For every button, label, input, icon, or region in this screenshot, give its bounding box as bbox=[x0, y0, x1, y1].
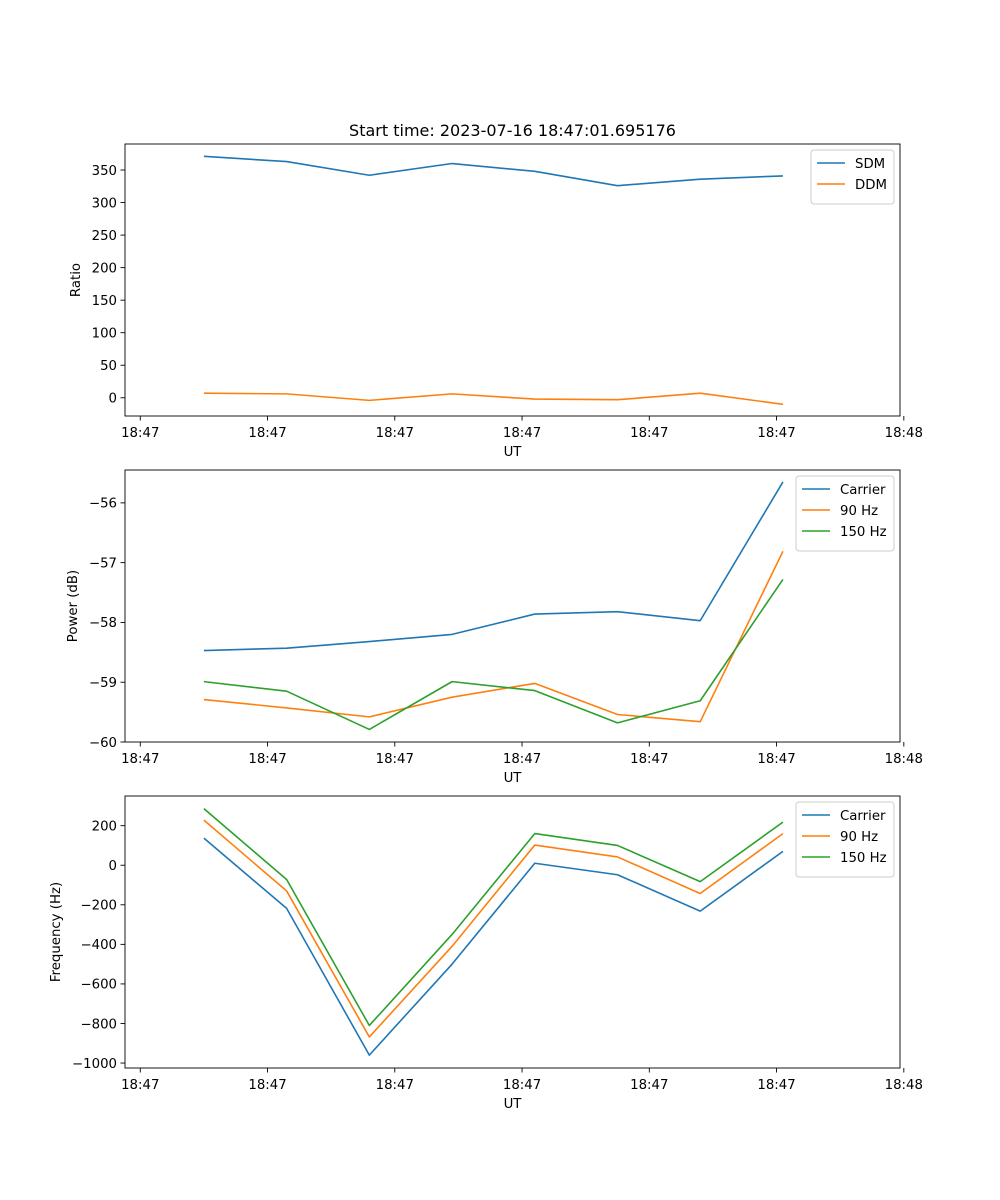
x-tick-label: 18:47 bbox=[503, 752, 541, 767]
x-tick-label: 18:47 bbox=[630, 752, 668, 767]
y-tick-label: −200 bbox=[80, 899, 117, 914]
y-tick-label: −60 bbox=[89, 736, 117, 751]
y-tick-label: 350 bbox=[92, 164, 117, 179]
axes-frame bbox=[124, 795, 901, 1069]
series-line-90-hz bbox=[203, 819, 784, 1038]
y-tick-label: 50 bbox=[100, 359, 117, 374]
x-tick-label: 18:47 bbox=[121, 1078, 159, 1093]
y-tick-label: −58 bbox=[89, 616, 117, 631]
series-line-carrier bbox=[203, 837, 784, 1056]
series-line-150-hz bbox=[203, 808, 784, 1027]
figure-title: Start time: 2023-07-16 18:47:01.695176 bbox=[349, 121, 676, 140]
axes-frame bbox=[124, 143, 901, 417]
x-tick-label: 18:47 bbox=[757, 426, 795, 441]
x-axis-label: UT bbox=[504, 771, 523, 786]
x-tick-label: 18:47 bbox=[503, 1078, 541, 1093]
y-axis-label: Frequency (Hz) bbox=[49, 882, 64, 982]
x-tick-label: 18:47 bbox=[121, 752, 159, 767]
legend-entry-label: DDM bbox=[855, 178, 887, 193]
x-axis-label: UT bbox=[504, 445, 523, 460]
legend-entry-label: Carrier bbox=[840, 809, 886, 824]
x-tick-label: 18:47 bbox=[630, 426, 668, 441]
legend-entry-label: 150 Hz bbox=[840, 851, 887, 866]
y-tick-label: −400 bbox=[80, 938, 117, 953]
x-tick-label: 18:47 bbox=[376, 752, 414, 767]
x-tick-label: 18:47 bbox=[376, 426, 414, 441]
x-tick-label: 18:47 bbox=[121, 426, 159, 441]
y-tick-label: 200 bbox=[92, 261, 117, 276]
y-axis-label: Power (dB) bbox=[66, 570, 81, 642]
legend-entry-label: 90 Hz bbox=[840, 830, 878, 845]
subplot-1: 18:47 18:47 18:47 18:47 18:47 18:47 18:48 0 50 10… bbox=[69, 143, 923, 460]
y-tick-label: 0 bbox=[109, 859, 117, 874]
y-tick-label: −600 bbox=[80, 978, 117, 993]
axes-frame bbox=[124, 469, 901, 743]
y-tick-label: 100 bbox=[92, 327, 117, 342]
legend-entry-label: 90 Hz bbox=[840, 504, 878, 519]
y-tick-label: 150 bbox=[92, 294, 117, 309]
x-tick-label: 18:47 bbox=[248, 1078, 286, 1093]
series-line-150-hz bbox=[203, 578, 784, 731]
legend-entry-label: 150 Hz bbox=[840, 525, 887, 540]
x-tick-label: 18:48 bbox=[885, 426, 923, 441]
x-tick-label: 18:47 bbox=[503, 426, 541, 441]
y-tick-label: −56 bbox=[89, 497, 117, 512]
series-line-sdm bbox=[203, 155, 783, 187]
x-tick-label: 18:47 bbox=[248, 752, 286, 767]
legend-entry-label: Carrier bbox=[840, 483, 886, 498]
y-tick-label: −1000 bbox=[72, 1057, 117, 1072]
y-tick-label: 200 bbox=[92, 819, 117, 834]
y-tick-label: 0 bbox=[109, 392, 117, 407]
subplot-3: 18:47 18:47 18:47 18:47 18:47 18:47 18:48 −1000… bbox=[49, 795, 923, 1112]
x-tick-label: 18:47 bbox=[757, 752, 795, 767]
series-line-90-hz bbox=[203, 550, 784, 723]
x-tick-label: 18:48 bbox=[885, 1078, 923, 1093]
y-tick-label: 300 bbox=[92, 196, 117, 211]
subplot-2: 18:47 18:47 18:47 18:47 18:47 18:47 18:48 −60 −5… bbox=[66, 469, 923, 786]
x-axis-label: UT bbox=[504, 1097, 523, 1112]
legend: Carrier 90 Hz 150 Hz bbox=[795, 475, 895, 552]
legend-box bbox=[795, 475, 895, 552]
series-line-ddm bbox=[203, 392, 784, 406]
legend-box bbox=[795, 801, 895, 878]
y-tick-label: 250 bbox=[92, 229, 117, 244]
x-tick-label: 18:48 bbox=[885, 752, 923, 767]
y-tick-label: −800 bbox=[80, 1017, 117, 1032]
series-line-carrier bbox=[203, 481, 784, 652]
panels: 18:47 18:47 18:47 18:47 18:47 18:47 18:48 0 50 10… bbox=[49, 143, 923, 1112]
y-tick-label: −59 bbox=[89, 676, 117, 691]
y-tick-label: −57 bbox=[89, 556, 117, 571]
legend: SDM DDM bbox=[810, 149, 895, 205]
y-axis-label: Ratio bbox=[69, 263, 84, 297]
legend: Carrier 90 Hz 150 Hz bbox=[795, 801, 895, 878]
x-tick-label: 18:47 bbox=[630, 1078, 668, 1093]
x-tick-label: 18:47 bbox=[757, 1078, 795, 1093]
x-tick-label: 18:47 bbox=[248, 426, 286, 441]
legend-entry-label: SDM bbox=[855, 157, 885, 172]
x-tick-label: 18:47 bbox=[376, 1078, 414, 1093]
